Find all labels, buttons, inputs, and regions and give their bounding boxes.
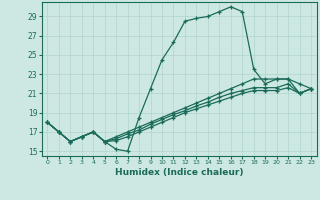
X-axis label: Humidex (Indice chaleur): Humidex (Indice chaleur) [115, 168, 244, 177]
